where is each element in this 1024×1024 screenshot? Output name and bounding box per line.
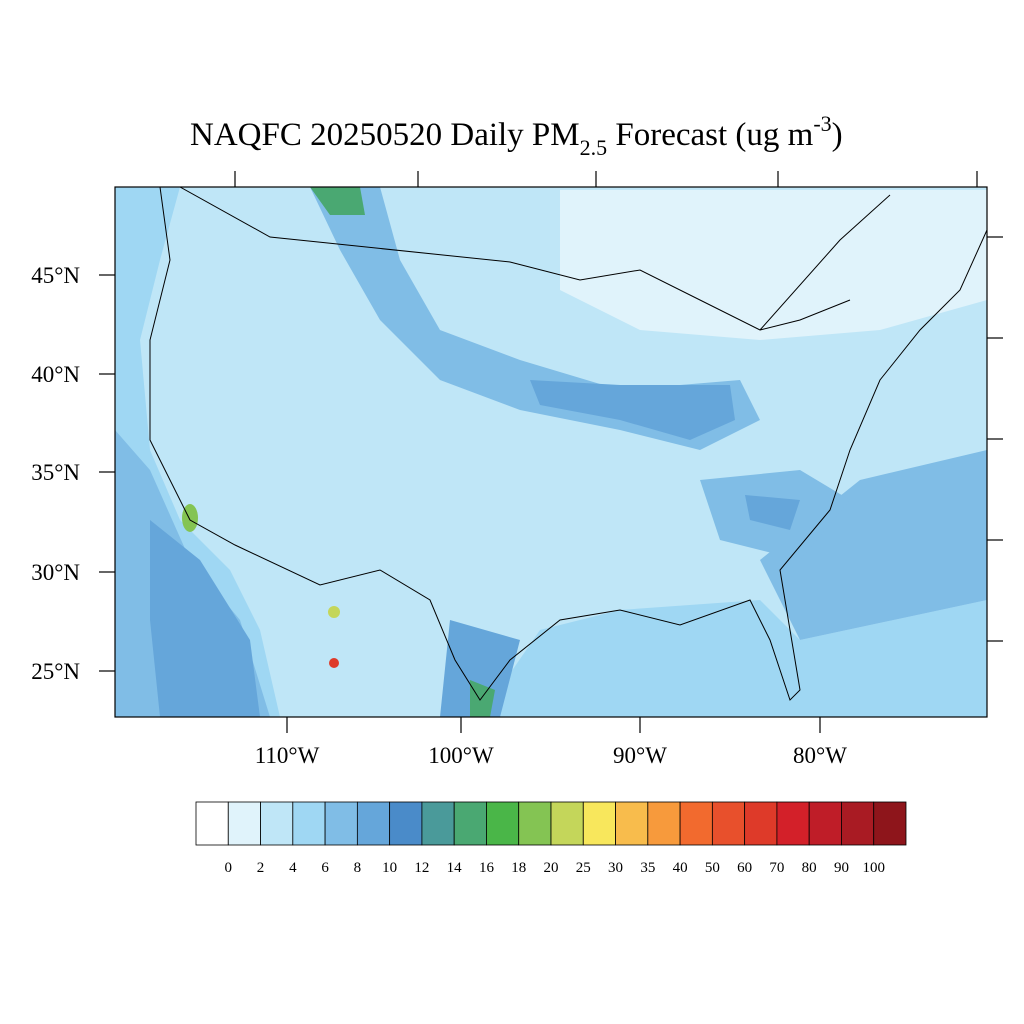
title-subscript: 2.5	[580, 135, 608, 160]
colorbar-label: 8	[354, 860, 362, 876]
colorbar-box	[486, 801, 520, 846]
colorbar-box	[324, 801, 358, 846]
colorbar-box	[195, 801, 229, 846]
colorbar-box	[808, 801, 842, 846]
colorbar-box	[389, 801, 423, 846]
colorbar-box	[873, 801, 907, 846]
colorbar-box	[260, 801, 294, 846]
colorbar-box	[518, 801, 552, 846]
texas-plume	[440, 620, 520, 717]
colorbar: 0 2 4 6 8 10 12 14 16 18 20 25 30 35 40 50 60 70 80 90 100	[195, 801, 907, 876]
atlantic	[760, 450, 987, 640]
colorbar-box	[356, 801, 391, 846]
coastline	[149, 187, 987, 701]
colorbar-label: 35	[640, 860, 655, 876]
colorbar-label: 90	[834, 860, 849, 876]
colorbar-label: 25	[576, 860, 591, 876]
colorbar-label: 60	[737, 860, 752, 876]
map	[99, 171, 1003, 733]
map-frame	[114, 186, 988, 718]
colorbar-label: 70	[769, 860, 784, 876]
colorbar-box	[615, 801, 649, 846]
colorbar-box	[744, 801, 778, 846]
colorbar-box	[647, 801, 681, 846]
colorbar-box	[453, 801, 487, 846]
lon-label: 80°W	[793, 743, 847, 768]
colorbar-box	[292, 801, 326, 846]
colorbar-label: 20	[544, 860, 559, 876]
colorbar-box	[421, 801, 455, 846]
colorbar-label: 14	[447, 860, 463, 876]
lon-label: 110°W	[255, 743, 320, 768]
colorbar-label: 100	[862, 860, 885, 876]
colorbar-box	[679, 801, 713, 846]
lat-label: 35°N	[31, 460, 80, 485]
colorbar-box	[776, 801, 810, 846]
title-close: )	[832, 117, 843, 153]
title: NAQFC 20250520 Daily PM2.5 Forecast (ug …	[190, 111, 843, 160]
colorbar-box	[550, 801, 584, 846]
colorbar-label: 2	[257, 860, 265, 876]
axis-labels: 45°N 40°N 35°N 30°N 25°N 110°W 100°W 90°W 80°W	[31, 263, 847, 768]
colorbar-box	[582, 801, 616, 846]
colorbar-box	[711, 801, 746, 846]
ticks	[99, 171, 1003, 733]
texas-hotspot	[470, 680, 495, 717]
colorbar-label: 4	[289, 860, 297, 876]
hotspot	[329, 658, 339, 668]
hotspot	[328, 606, 340, 618]
lat-label: 30°N	[31, 560, 80, 585]
lat-label: 40°N	[31, 362, 80, 387]
title-superscript: -3	[813, 111, 831, 136]
colorbar-label: 40	[673, 860, 688, 876]
gulf	[480, 600, 987, 717]
colorbar-label: 16	[479, 860, 495, 876]
smoke-source	[310, 187, 365, 215]
title-main: NAQFC 20250520 Daily PM	[190, 117, 580, 153]
colorbar-label: 50	[705, 860, 720, 876]
lon-label: 100°W	[428, 743, 494, 768]
colorbar-label: 80	[802, 860, 817, 876]
lat-label: 25°N	[31, 659, 80, 684]
southeast-core	[745, 495, 800, 530]
colorbar-box	[841, 801, 875, 846]
colorbar-label: 10	[382, 860, 397, 876]
lon-label: 90°W	[613, 743, 667, 768]
colorbar-label: 30	[608, 860, 623, 876]
lat-label: 45°N	[31, 263, 80, 288]
north-clean	[560, 190, 987, 340]
title-rest: Forecast (ug m	[607, 117, 814, 153]
pacific-plume-2	[150, 520, 260, 717]
smoke-band-core	[530, 380, 735, 440]
colorbar-box	[227, 801, 261, 846]
colorbar-label: 18	[511, 860, 526, 876]
colorbar-label: 0	[225, 860, 233, 876]
colorbar-label: 6	[321, 860, 329, 876]
colorbar-label: 12	[414, 860, 429, 876]
